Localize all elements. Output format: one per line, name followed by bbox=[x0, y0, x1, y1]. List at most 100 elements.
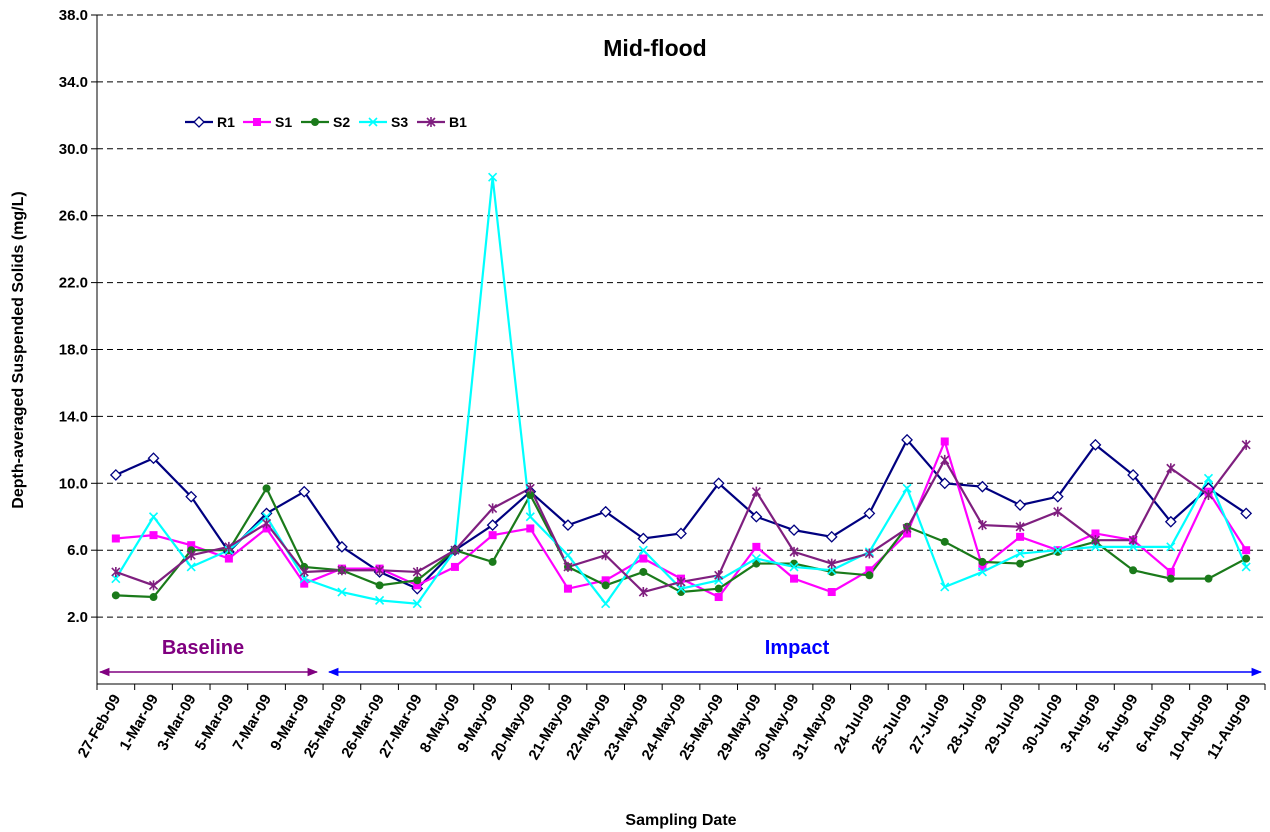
marker-shape bbox=[714, 584, 723, 593]
marker bbox=[261, 512, 272, 522]
marker bbox=[827, 565, 837, 575]
chart-title: Mid-flood bbox=[603, 35, 706, 61]
marker-shape bbox=[1203, 490, 1214, 501]
marker-shape bbox=[488, 531, 497, 540]
marker bbox=[412, 566, 422, 577]
marker-shape bbox=[638, 587, 648, 598]
marker-shape bbox=[1015, 521, 1025, 532]
marker-shape bbox=[637, 532, 650, 545]
marker bbox=[193, 116, 205, 128]
marker-shape bbox=[488, 557, 497, 566]
marker-shape bbox=[300, 579, 309, 588]
marker bbox=[563, 561, 573, 572]
marker bbox=[864, 548, 874, 559]
marker-shape bbox=[261, 518, 272, 529]
marker bbox=[1127, 469, 1140, 481]
marker-shape bbox=[260, 507, 273, 520]
marker-shape bbox=[1053, 545, 1063, 555]
marker-shape bbox=[413, 581, 422, 590]
marker-shape bbox=[599, 505, 612, 518]
marker-shape bbox=[1090, 535, 1101, 546]
marker bbox=[413, 576, 422, 585]
marker bbox=[262, 484, 271, 493]
marker bbox=[149, 593, 158, 602]
marker bbox=[1014, 499, 1027, 511]
marker-shape bbox=[147, 452, 160, 465]
marker bbox=[714, 593, 723, 602]
marker bbox=[827, 567, 836, 576]
marker bbox=[790, 574, 799, 583]
marker bbox=[1166, 463, 1176, 474]
marker-shape bbox=[978, 562, 987, 571]
marker bbox=[825, 530, 838, 543]
marker-shape bbox=[601, 550, 611, 561]
marker bbox=[563, 584, 572, 593]
marker bbox=[789, 546, 799, 557]
marker-shape bbox=[186, 562, 196, 572]
marker bbox=[375, 581, 384, 590]
marker-shape bbox=[525, 512, 535, 522]
marker-shape bbox=[1166, 463, 1176, 474]
marker bbox=[601, 550, 611, 561]
marker bbox=[638, 587, 648, 598]
marker-shape bbox=[1016, 559, 1025, 568]
marker bbox=[751, 486, 761, 497]
marker-shape bbox=[563, 550, 573, 560]
legend-label: S1 bbox=[275, 114, 292, 130]
marker bbox=[526, 524, 535, 533]
marker bbox=[978, 557, 987, 566]
marker-shape bbox=[262, 524, 271, 533]
marker-shape bbox=[149, 593, 158, 602]
y-tick-label: 18.0 bbox=[59, 342, 88, 359]
marker-shape bbox=[827, 567, 836, 576]
marker-shape bbox=[486, 519, 499, 532]
marker-shape bbox=[825, 530, 838, 543]
y-tick-label: 2.0 bbox=[67, 609, 88, 626]
marker bbox=[412, 599, 422, 609]
marker bbox=[149, 531, 158, 540]
marker-shape bbox=[639, 567, 648, 576]
marker bbox=[337, 587, 347, 597]
marker bbox=[426, 117, 436, 127]
marker-shape bbox=[299, 566, 309, 577]
marker-shape bbox=[1241, 439, 1251, 450]
y-tick-label: 30.0 bbox=[59, 141, 88, 158]
marker bbox=[298, 485, 311, 498]
marker bbox=[450, 545, 460, 556]
marker-shape bbox=[526, 524, 535, 533]
marker-shape bbox=[977, 567, 987, 577]
series-line bbox=[115, 438, 1248, 599]
marker bbox=[1128, 535, 1138, 546]
marker bbox=[111, 534, 120, 543]
marker-shape bbox=[375, 581, 384, 590]
marker-shape bbox=[148, 512, 159, 522]
marker bbox=[1241, 439, 1251, 450]
y-tick-label: 38.0 bbox=[59, 7, 88, 24]
marker bbox=[676, 584, 686, 594]
marker-shape bbox=[1240, 507, 1253, 520]
marker-shape bbox=[751, 486, 761, 497]
marker-shape bbox=[262, 484, 271, 493]
marker bbox=[675, 527, 687, 540]
marker bbox=[752, 542, 761, 551]
marker-shape bbox=[676, 584, 686, 594]
marker bbox=[368, 117, 378, 127]
marker-shape bbox=[412, 566, 422, 577]
marker bbox=[1053, 547, 1062, 556]
marker-shape bbox=[111, 574, 121, 584]
y-tick-label: 10.0 bbox=[59, 475, 88, 492]
marker-shape bbox=[750, 510, 763, 523]
marker-shape bbox=[261, 512, 272, 522]
marker-shape bbox=[712, 477, 725, 490]
marker-shape bbox=[1053, 506, 1063, 517]
marker bbox=[1016, 532, 1025, 541]
y-tick-label: 14.0 bbox=[59, 408, 88, 425]
marker bbox=[187, 541, 196, 550]
marker-shape bbox=[149, 531, 158, 540]
marker bbox=[827, 558, 837, 569]
marker-shape bbox=[450, 562, 459, 571]
marker-shape bbox=[298, 485, 311, 498]
marker bbox=[1242, 554, 1251, 563]
marker-shape bbox=[1203, 473, 1214, 483]
marker bbox=[827, 588, 836, 597]
